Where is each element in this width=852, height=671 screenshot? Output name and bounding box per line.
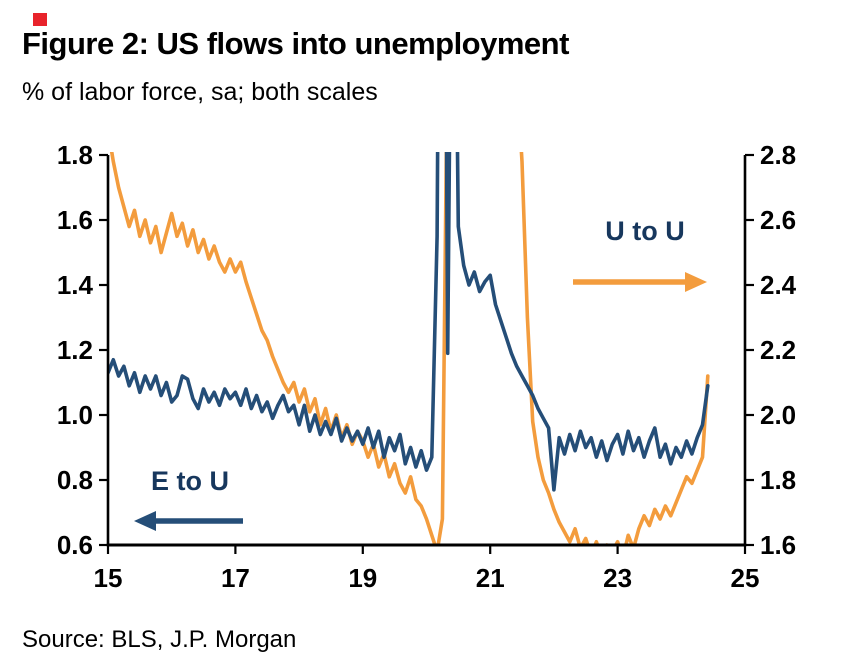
left-axis-tick-label: 1.8 (57, 140, 93, 170)
u-to-u-label-arrow-head-icon (685, 272, 707, 292)
right-axis-tick-label: 2.4 (760, 270, 797, 300)
left-axis-tick-label: 0.6 (57, 530, 93, 560)
right-axis-tick-label: 1.8 (760, 465, 796, 495)
e-to-u-label-arrow-head-icon (134, 511, 156, 531)
series-line-e-to-u (108, 152, 710, 492)
x-axis-tick-label: 19 (348, 563, 377, 593)
right-axis-tick-label: 2.0 (760, 400, 796, 430)
left-axis-tick-label: 1.4 (57, 270, 94, 300)
annotation-u-to-u-label: U to U (605, 216, 684, 246)
x-axis-tick-label: 21 (476, 563, 505, 593)
left-axis-tick-label: 1.6 (57, 205, 93, 235)
right-axis-tick-label: 2.6 (760, 205, 796, 235)
x-axis-tick-label: 25 (731, 563, 760, 593)
x-axis-tick-label: 15 (94, 563, 123, 593)
right-axis-tick-label: 1.6 (760, 530, 796, 560)
brand-mark (33, 13, 47, 26)
chart-subtitle: % of labor force, sa; both scales (22, 78, 378, 106)
chart-title: Figure 2: US flows into unemployment (22, 26, 569, 61)
series-line-u-to-u (109, 152, 710, 545)
left-axis-tick-label: 1.2 (57, 335, 93, 365)
source-note: Source: BLS, J.P. Morgan (22, 626, 297, 653)
left-axis-tick-label: 1.0 (57, 400, 93, 430)
left-axis-tick-label: 0.8 (57, 465, 93, 495)
right-axis-tick-label: 2.2 (760, 335, 796, 365)
annotation-e-to-u-label: E to U (151, 466, 229, 496)
x-axis-tick-label: 17 (221, 563, 250, 593)
right-axis-tick-label: 2.8 (760, 140, 796, 170)
x-axis-tick-label: 23 (603, 563, 632, 593)
